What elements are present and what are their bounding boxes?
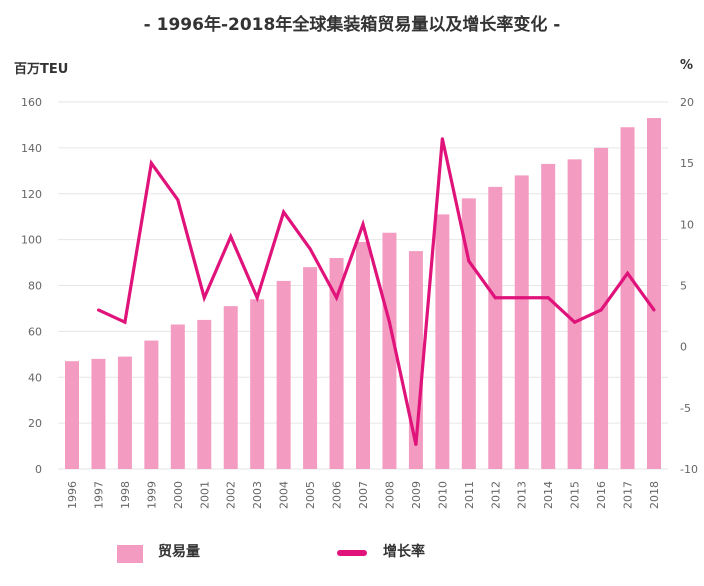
- line-point-2007: [361, 222, 365, 226]
- left-tick-label: 120: [21, 188, 42, 201]
- bar-2018: [647, 118, 661, 470]
- left-tick-label: 60: [28, 325, 42, 338]
- line-point-1999: [149, 161, 153, 165]
- legend-bar-swatch: [117, 545, 143, 563]
- right-tick-label: 20: [680, 96, 694, 109]
- bar-2014: [541, 163, 556, 469]
- bar-2006: [329, 257, 344, 469]
- line-point-2014: [546, 296, 550, 300]
- x-tick-label: 2017: [622, 481, 635, 509]
- x-tick-label: 2008: [383, 481, 396, 509]
- bar-1997: [91, 358, 106, 469]
- line-point-2005: [308, 247, 312, 251]
- bar-2007: [356, 241, 370, 469]
- legend-bar-label: 贸易量: [158, 544, 200, 560]
- legend-line-swatch: [337, 550, 367, 556]
- line-point-2016: [599, 308, 603, 312]
- line-point-2013: [520, 296, 524, 300]
- bar-2010: [435, 214, 450, 469]
- x-tick-label: 2005: [304, 481, 317, 509]
- left-tick-label: 40: [28, 371, 42, 384]
- left-tick-label: 100: [21, 234, 42, 247]
- bar-1999: [144, 340, 159, 469]
- bar-2017: [620, 127, 635, 469]
- line-point-2004: [282, 210, 286, 214]
- line-point-2003: [255, 296, 259, 300]
- x-tick-label: 2009: [410, 481, 423, 509]
- x-tick-label: 2002: [225, 481, 238, 509]
- line-point-2015: [573, 320, 577, 324]
- line-point-2006: [335, 296, 339, 300]
- bar-2013: [514, 175, 529, 469]
- x-tick-label: 1997: [92, 481, 105, 509]
- bar-2003: [250, 299, 265, 469]
- right-axis-label: %: [680, 58, 694, 73]
- left-axis-label: 百万TEU: [14, 62, 69, 77]
- bar-2000: [170, 324, 185, 469]
- x-tick-label: 2004: [278, 481, 291, 509]
- line-point-2017: [626, 271, 630, 275]
- line-point-2002: [229, 235, 233, 239]
- right-tick-label: -5: [680, 402, 691, 415]
- bar-2008: [382, 232, 397, 469]
- right-tick-label: 0: [680, 341, 687, 354]
- line-point-2000: [176, 198, 180, 202]
- line-point-2012: [493, 296, 497, 300]
- x-tick-label: 1998: [119, 481, 132, 509]
- left-tick-label: 80: [28, 280, 42, 293]
- line-point-2010: [440, 137, 444, 141]
- bar-2005: [303, 267, 318, 469]
- left-tick-label: 0: [35, 463, 42, 476]
- x-tick-label: 2014: [542, 481, 555, 509]
- legend-line-label: 增长率: [383, 544, 425, 560]
- line-point-2018: [652, 308, 656, 312]
- x-tick-label: 2010: [436, 481, 449, 509]
- left-tick-label: 20: [28, 417, 42, 430]
- bar-1998: [117, 356, 132, 469]
- left-tick-label: 140: [21, 142, 42, 155]
- bar-2004: [276, 280, 291, 469]
- right-tick-label: -10: [680, 463, 698, 476]
- x-tick-label: 2001: [198, 481, 211, 509]
- x-tick-label: 1996: [66, 481, 79, 509]
- x-tick-label: 2011: [463, 481, 476, 509]
- right-tick-label: 15: [680, 157, 694, 170]
- x-tick-label: 2007: [357, 481, 370, 509]
- bar-1996: [65, 361, 79, 469]
- line-point-1998: [123, 320, 127, 324]
- line-point-2001: [202, 296, 206, 300]
- x-tick-label: 1999: [145, 481, 158, 509]
- line-point-2008: [387, 320, 391, 324]
- bar-2001: [197, 319, 212, 469]
- x-tick-label: 2012: [489, 481, 502, 509]
- right-tick-label: 10: [680, 218, 694, 231]
- line-point-2011: [467, 259, 471, 263]
- left-tick-label: 160: [21, 96, 42, 109]
- chart-title: - 1996年-2018年全球集装箱贸易量以及增长率变化 -: [143, 15, 561, 35]
- bar-2015: [567, 159, 582, 469]
- line-point-2009: [414, 443, 418, 447]
- x-tick-label: 2013: [516, 481, 529, 509]
- x-tick-label: 2015: [569, 481, 582, 509]
- bar-2012: [488, 186, 503, 469]
- bar-2002: [223, 306, 238, 469]
- x-tick-label: 2016: [595, 481, 608, 509]
- x-tick-label: 2006: [331, 481, 344, 509]
- growth-rate-line: [97, 138, 656, 445]
- line-point-1997: [96, 308, 100, 312]
- right-tick-label: 5: [680, 280, 687, 293]
- x-tick-label: 2000: [172, 481, 185, 509]
- x-tick-label: 2018: [648, 481, 661, 509]
- x-tick-label: 2003: [251, 481, 264, 509]
